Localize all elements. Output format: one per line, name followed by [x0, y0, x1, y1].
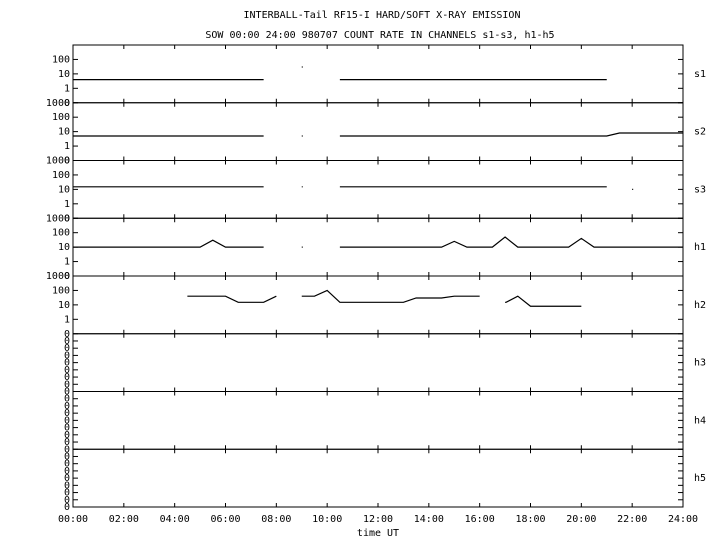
- panel-frame: [72, 391, 684, 450]
- y-tick-label: 10: [58, 300, 70, 311]
- y-tick-label: 10: [58, 184, 70, 195]
- y-tick-label: 0: [64, 336, 70, 347]
- y-tick-label: 0: [64, 488, 70, 499]
- y-tick-label: 0: [64, 372, 70, 383]
- y-tick-label: 1: [64, 257, 70, 268]
- y-tick-label: 0: [64, 459, 70, 470]
- y-tick-label: 0: [64, 502, 70, 513]
- y-tick-label: 0: [64, 350, 70, 361]
- y-tick-label: 0: [64, 358, 70, 369]
- y-tick-label: 1000: [46, 156, 70, 167]
- y-tick-label: 0: [64, 415, 70, 426]
- panel-name: s1: [694, 69, 706, 80]
- panel-name: h4: [694, 415, 706, 426]
- y-tick-label: 0: [64, 480, 70, 491]
- x-tick-label: 22:00: [617, 514, 647, 525]
- y-tick-label: 0: [64, 343, 70, 354]
- x-tick-label: 06:00: [210, 514, 240, 525]
- y-tick-label: 0: [64, 394, 70, 405]
- y-tick-label: 0: [64, 365, 70, 376]
- y-tick-label: 0: [64, 437, 70, 448]
- y-tick-label: 1: [64, 314, 70, 325]
- y-tick-label: 1: [64, 199, 70, 210]
- panel-name: h5: [694, 473, 706, 484]
- data-line: [73, 186, 634, 190]
- data-line: [73, 236, 683, 248]
- y-tick-label: 0: [64, 444, 70, 455]
- panel-name: s3: [694, 184, 706, 195]
- y-tick-label: 100: [52, 112, 70, 123]
- y-tick-label: 0: [64, 430, 70, 441]
- y-tick-label: 1000: [46, 98, 70, 109]
- x-tick-label: 04:00: [160, 514, 190, 525]
- x-tick-label: 20:00: [566, 514, 596, 525]
- x-tick-label: 16:00: [465, 514, 495, 525]
- y-tick-label: 100: [52, 228, 70, 239]
- y-tick-label: 0: [64, 451, 70, 462]
- x-tick-label: 24:00: [668, 514, 698, 525]
- y-tick-label: 0: [64, 98, 70, 109]
- x-tick-label: 08:00: [261, 514, 291, 525]
- y-tick-label: 0: [64, 473, 70, 484]
- data-line: [73, 66, 607, 81]
- panel-name: h1: [694, 242, 706, 253]
- chart-title: INTERBALL-Tail RF15-I HARD/SOFT X-RAY EM…: [244, 10, 521, 21]
- y-tick-label: 0: [64, 329, 70, 340]
- x-tick-label: 02:00: [109, 514, 139, 525]
- y-tick-label: 0: [64, 423, 70, 434]
- x-tick-label: 00:00: [58, 514, 88, 525]
- y-tick-label: 10: [58, 127, 70, 138]
- panel-name: h2: [694, 300, 706, 311]
- y-tick-label: 0: [64, 156, 70, 167]
- y-tick-label: 0: [64, 466, 70, 477]
- panel-name: s2: [694, 127, 706, 138]
- y-tick-label: 100: [52, 170, 70, 181]
- y-tick-label: 1: [64, 141, 70, 152]
- x-axis-label: time UT: [357, 528, 399, 539]
- panel-frame: [72, 448, 684, 508]
- panel-frame: [72, 333, 684, 392]
- y-tick-label: 0: [64, 271, 70, 282]
- y-tick-label: 10: [58, 69, 70, 80]
- x-tick-label: 10:00: [312, 514, 342, 525]
- y-tick-label: 100: [52, 54, 70, 65]
- panel-frame: [72, 160, 684, 219]
- panel-frame: [72, 44, 684, 104]
- chart-subtitle: SOW 00:00 24:00 980707 COUNT RATE IN CHA…: [205, 30, 554, 41]
- panel-frame: [72, 275, 684, 335]
- y-tick-label: 0: [64, 408, 70, 419]
- panel-name: h3: [694, 358, 706, 369]
- y-tick-label: 1: [64, 83, 70, 94]
- y-tick-label: 0: [64, 379, 70, 390]
- y-tick-label: 1000: [46, 213, 70, 224]
- panel-frame: [72, 102, 684, 161]
- y-tick-label: 1000: [46, 271, 70, 282]
- x-tick-label: 18:00: [515, 514, 545, 525]
- y-tick-label: 0: [64, 387, 70, 398]
- y-tick-label: 0: [64, 495, 70, 506]
- data-line: [187, 289, 582, 307]
- y-tick-label: 10: [58, 242, 70, 253]
- y-tick-label: 100: [52, 285, 70, 296]
- x-tick-label: 14:00: [414, 514, 444, 525]
- x-tick-label: 12:00: [363, 514, 393, 525]
- y-tick-label: 0: [64, 213, 70, 224]
- y-tick-label: 0: [64, 401, 70, 412]
- data-line: [73, 132, 683, 137]
